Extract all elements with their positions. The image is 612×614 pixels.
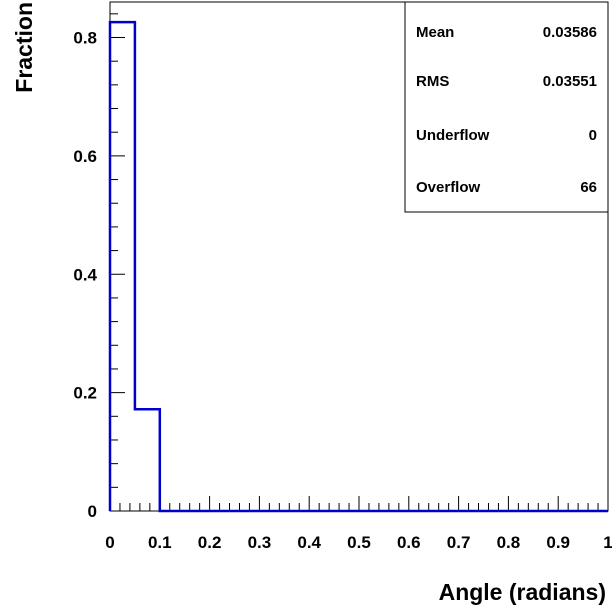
stats-label: Mean <box>416 24 454 41</box>
axis-ticks <box>109 13 609 512</box>
x-tick-label: 0 <box>105 533 114 552</box>
x-tick-label: 0.5 <box>347 533 371 552</box>
stats-value: 0 <box>589 127 597 144</box>
x-tick-label: 0.9 <box>546 533 570 552</box>
x-tick-label: 0.2 <box>198 533 222 552</box>
x-tick-label: 0.7 <box>447 533 471 552</box>
histogram-step-line <box>108 20 608 513</box>
stats-label: Underflow <box>416 127 490 144</box>
histogram-bin <box>135 409 160 511</box>
x-tick-label: 0.6 <box>397 533 421 552</box>
stats-label: RMS <box>416 73 449 90</box>
y-tick-label: 0.8 <box>73 29 97 48</box>
stats-value: 66 <box>580 179 597 196</box>
y-tick-label: 0.4 <box>73 265 97 284</box>
y-tick-label: 0.6 <box>73 147 97 166</box>
y-axis-title: Fraction <box>11 2 37 93</box>
x-tick-label: 0.4 <box>297 533 321 552</box>
histogram-series <box>108 20 608 513</box>
stats-box-border <box>404 1 609 213</box>
x-axis-title: Angle (radians) <box>439 579 606 605</box>
histogram-bin <box>110 22 135 511</box>
stats-box: Mean 0.03586 RMS 0.03551 Underflow 0 Overflow 6… <box>404 1 609 213</box>
stats-label: Overflow <box>416 179 481 196</box>
x-tick-label: 0.1 <box>148 533 172 552</box>
y-tick-label: 0.2 <box>73 384 97 403</box>
x-tick-label: 0.3 <box>248 533 272 552</box>
x-tick-label: 1 <box>603 533 612 552</box>
x-tick-label: 0.8 <box>497 533 521 552</box>
stats-value: 0.03586 <box>543 24 597 41</box>
tick-labels: 0 0.1 0.2 0.3 0.4 0.5 0.6 0.7 0.8 0.9 1 0 0.2 0.4 0.6 0… <box>73 29 612 552</box>
stats-value: 0.03551 <box>543 73 597 90</box>
y-tick-label: 0 <box>88 502 97 521</box>
